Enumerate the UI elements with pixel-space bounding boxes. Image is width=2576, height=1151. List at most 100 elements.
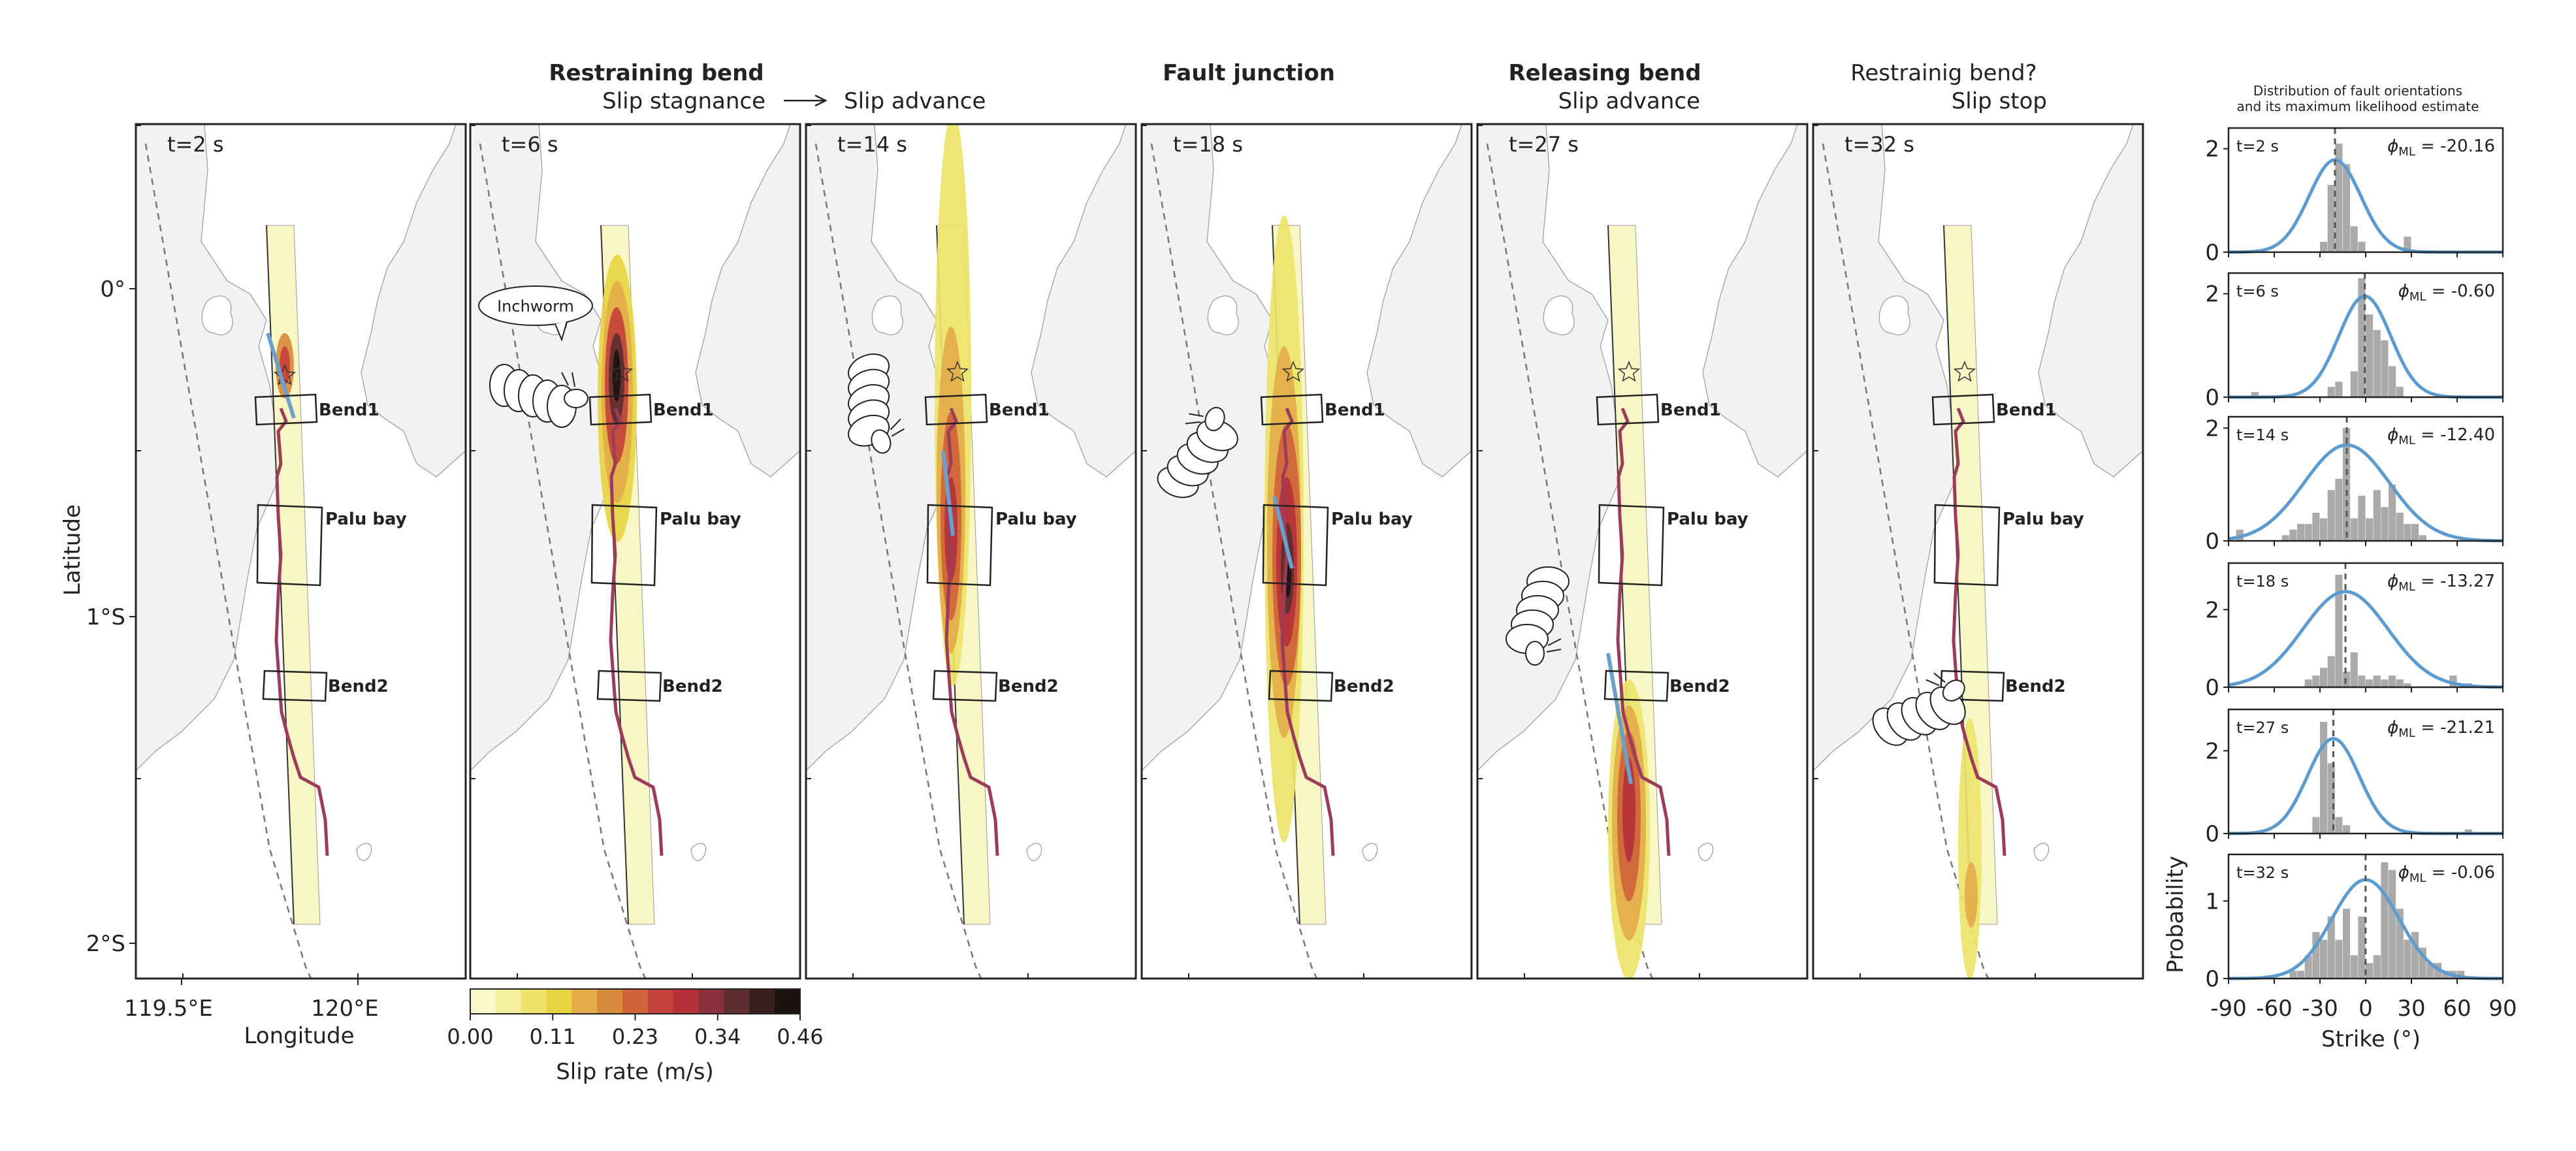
hist-ytick-label: 0 <box>2205 675 2219 701</box>
hist-xtick-label: 60 <box>2443 996 2471 1022</box>
trench-dashed-line <box>1822 143 1989 979</box>
histogram-bar <box>2358 495 2366 541</box>
slip-rate-patch <box>1965 862 1978 928</box>
hist-xtick-label: -90 <box>2210 996 2247 1022</box>
lat-tick-label: 0° <box>100 276 125 302</box>
histogram-bar <box>2350 226 2358 252</box>
inchworm-antenna <box>1185 413 1204 425</box>
bend2-box <box>1268 670 1334 702</box>
island-top <box>1878 295 1910 336</box>
bend1-box <box>1260 393 1324 426</box>
histogram-bar <box>2366 679 2374 687</box>
colorbar-tick-label: 0.46 <box>777 1024 823 1049</box>
bend2-box <box>596 670 662 702</box>
inchworm-head <box>1204 406 1225 432</box>
inchworm-head <box>871 429 892 454</box>
inchworm-antenna <box>1925 672 1946 687</box>
colorbar: 0.00 0.11 0.23 0.34 0.46 Slip rate (m/s) <box>447 988 824 1085</box>
histogram-bar <box>2343 825 2351 834</box>
map-content: Bend1 Palu bay Bend2 Inchworm <box>470 124 800 979</box>
histogram-bar <box>2358 278 2366 397</box>
hist-ytick-label: 2 <box>2205 415 2219 442</box>
colorbar-cell <box>647 989 674 1014</box>
lon-tick-label: 119.5°E <box>124 996 213 1022</box>
hist-panel-time: t=27 s <box>2236 719 2289 737</box>
histogram-bar <box>2358 242 2366 252</box>
bend1-box <box>1931 393 1995 426</box>
histogram-bar <box>2426 963 2434 979</box>
bend1-label: Bend1 <box>1660 400 1721 420</box>
colorbar-cell <box>495 989 522 1014</box>
epicenter-star-icon <box>1281 360 1305 382</box>
inchworm-head <box>1525 641 1545 666</box>
bend1-box <box>1596 393 1660 426</box>
trench-dashed-line <box>814 143 982 979</box>
histogram-bar <box>2327 387 2335 397</box>
histogram-bar <box>2304 679 2312 687</box>
trench-dashed-line <box>1150 143 1318 979</box>
panel-time-label: t=2 s <box>167 132 224 157</box>
inchworm-antenna <box>890 418 905 437</box>
fault-trace <box>1280 408 1335 856</box>
panel-time-label: t=6 s <box>502 132 558 157</box>
histogram-bar <box>2389 675 2396 687</box>
histogram-bar <box>2373 330 2381 397</box>
ml-estimate-label: ϕML = -21.21 <box>2387 718 2495 740</box>
lat-ticks: 0° 1°S 2°S <box>86 276 136 957</box>
epicenter-star-icon <box>1617 360 1641 382</box>
panel-frame <box>1812 123 2144 980</box>
strike-line <box>1272 496 1294 569</box>
histogram-bar <box>2327 490 2335 541</box>
panel2-title: Restraining bend <box>549 60 764 86</box>
histogram-bar <box>2304 955 2312 979</box>
colorbar-tick-label: 0.00 <box>447 1024 493 1049</box>
hist-panel-time: t=18 s <box>2236 572 2289 591</box>
phi-symbol: ϕ <box>2387 137 2398 156</box>
map-content: Bend1 Palu bay Bend2 <box>136 124 466 979</box>
panel3-subtitle: Slip advance <box>844 88 986 114</box>
histogram-bar <box>2366 518 2374 541</box>
histogram-bar <box>2381 507 2389 541</box>
histogram-bar <box>2327 656 2335 687</box>
inchworm-icon <box>1872 672 1966 746</box>
ml-estimate-label: ϕML = -0.60 <box>2398 282 2495 304</box>
island-top <box>871 295 903 336</box>
histogram-bar <box>2335 939 2343 979</box>
histogram-bar <box>2320 939 2328 979</box>
panel-frame <box>135 123 467 980</box>
histogram-bar <box>2404 524 2411 541</box>
colorbar-cell <box>597 989 623 1014</box>
histogram-bar <box>2335 574 2343 687</box>
epicenter-star-icon <box>1953 360 1976 382</box>
histogram-bar <box>2350 371 2358 397</box>
gaussian-fit-line <box>2229 158 2503 254</box>
trench-dashed-line <box>144 143 312 979</box>
panel-time-label: t=27 s <box>1509 132 1579 157</box>
histogram-bar <box>2327 763 2335 834</box>
phi-subscript: ML <box>2398 726 2415 740</box>
palu-bay-box <box>256 504 323 587</box>
colorbar-label: Slip rate (m/s) <box>556 1059 714 1085</box>
colorbar-cell <box>775 989 801 1014</box>
histogram-bar <box>2419 535 2426 541</box>
phi-symbol: ϕ <box>2398 863 2409 883</box>
phi-subscript: ML <box>2398 580 2415 594</box>
histogram-bar <box>2366 314 2374 397</box>
histogram-bar <box>2297 971 2305 979</box>
histogram-bar <box>2335 479 2343 541</box>
island-small <box>2033 843 2050 862</box>
panel-frame <box>805 123 1137 980</box>
fault-trace <box>609 408 664 856</box>
header: Restraining bend Slip stagnance Slip adv… <box>549 60 2479 114</box>
fault-trace <box>274 408 329 856</box>
histogram-bar <box>2350 652 2358 687</box>
inchworm-label: Inchworm <box>497 297 574 316</box>
histogram-bar <box>2464 829 2472 834</box>
coastline-east <box>1366 124 1472 478</box>
palu-bay-box <box>1598 504 1665 587</box>
panel2-subtitle: Slip stagnance <box>602 88 765 114</box>
histogram-bar <box>2320 668 2328 687</box>
map-panel: Bend1 Palu bay Bend2 Inchworm t=6 s <box>469 123 801 980</box>
histogram-bar <box>2396 679 2404 687</box>
